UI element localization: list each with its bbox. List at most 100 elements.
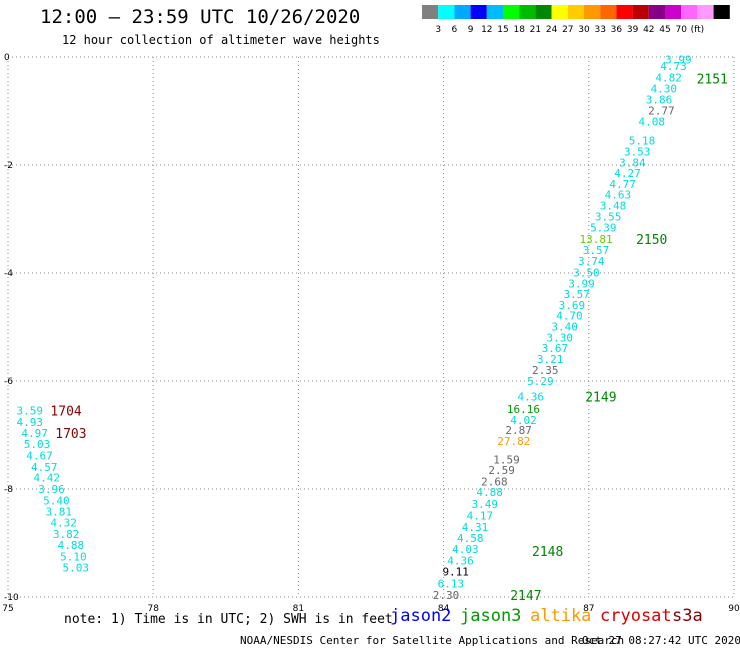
y-tick-label: -6: [4, 377, 13, 387]
y-tick-label: -10: [4, 593, 19, 603]
wave-height-label: 3.55: [595, 210, 622, 223]
wave-height-label: 2.77: [648, 104, 675, 117]
wave-height-label: 4.63: [605, 189, 632, 202]
mission-label-jason3: jason3: [460, 606, 522, 626]
x-tick-label: 78: [147, 604, 159, 614]
color-scale-swatch: [713, 5, 730, 19]
mission-label-jason2: jason2: [390, 606, 452, 626]
x-tick-label: 87: [583, 604, 594, 614]
color-scale-label: 24: [546, 25, 558, 35]
wave-height-label: 4.88: [476, 486, 503, 499]
color-scale-swatch: [665, 5, 682, 19]
color-scale-swatch: [454, 5, 471, 19]
wave-height-label: 5.10: [60, 551, 87, 564]
wave-height-label: 4.97: [21, 427, 48, 440]
color-scale-label: 30: [578, 25, 590, 35]
x-tick-label: 75: [2, 604, 13, 614]
wave-height-label: 5.29: [527, 375, 554, 388]
track-number-label: 2150: [636, 233, 667, 248]
color-scale-swatch: [470, 5, 487, 19]
color-scale-label: 45: [659, 25, 670, 35]
wave-height-label: 3.82: [53, 528, 80, 541]
wave-height-label: 4.08: [638, 115, 665, 128]
wave-height-label: 4.77: [609, 178, 636, 191]
wave-height-label: 4.32: [50, 516, 77, 529]
color-scale-label: (ft): [691, 25, 705, 35]
wave-height-label: 6.13: [438, 578, 465, 591]
color-scale-swatch: [681, 5, 698, 19]
wave-height-label: 4.36: [447, 554, 474, 567]
color-scale-swatch: [503, 5, 520, 19]
wave-height-label: 3.96: [38, 483, 65, 496]
wave-height-label: 5.39: [590, 222, 617, 235]
wave-height-label: 4.73: [660, 60, 687, 73]
wave-height-label: 3.99: [665, 54, 692, 67]
color-scale-label: 33: [594, 25, 605, 35]
track-number-label: 1703: [55, 427, 86, 442]
color-scale-swatch: [616, 5, 633, 19]
color-scale-label: 39: [627, 25, 639, 35]
wave-height-label: 2.59: [488, 464, 515, 477]
color-scale-swatch: [584, 5, 601, 19]
wave-height-label: 4.70: [556, 310, 583, 323]
wave-height-label: 3.49: [471, 498, 498, 511]
wave-height-label: 4.88: [58, 539, 85, 552]
color-scale-swatch: [519, 5, 536, 19]
track-number-label: 2147: [510, 589, 541, 604]
track-number-label: 2149: [585, 391, 616, 406]
wave-height-label: 2.35: [532, 364, 559, 377]
color-scale-label: 70: [675, 25, 687, 35]
x-tick-label: 81: [293, 604, 304, 614]
chart-subtitle: 12 hour collection of altimeter wave hei…: [62, 33, 380, 47]
wave-height-label: 4.30: [651, 82, 678, 95]
x-tick-label: 90: [728, 604, 740, 614]
wave-height-label: 4.67: [26, 450, 53, 463]
footer-note: note: 1) Time is in UTC; 2) SWH is in fe…: [64, 612, 393, 627]
color-scale-swatch: [600, 5, 617, 19]
wave-height-label: 3.99: [568, 277, 595, 290]
wave-height-label: 5.03: [24, 438, 51, 451]
wave-height-label: 4.82: [655, 72, 682, 85]
color-scale-label: 27: [562, 25, 573, 35]
timestamp-text: Oct 27 08:27:42 UTC 2020: [582, 634, 740, 647]
wave-height-label: 3.81: [46, 506, 73, 519]
track-number-label: 2148: [532, 545, 563, 560]
color-scale-label: 36: [611, 25, 623, 35]
chart-title: 12:00 – 23:59 UTC 10/26/2020: [40, 6, 361, 28]
wave-height-label: 3.59: [17, 405, 44, 418]
wave-height-label: 4.36: [517, 391, 544, 404]
axis-ticks: 75 78 81 84 87 90 0 -2 -4 -6 -8 -10: [2, 53, 740, 614]
wave-height-label: 27.82: [497, 435, 530, 448]
color-scale-swatch: [551, 5, 568, 19]
wave-height-label: 4.57: [31, 461, 58, 474]
wave-height-label: 3.69: [559, 299, 586, 312]
wave-height-label: 2.87: [505, 424, 532, 437]
chart-grid: [7, 56, 735, 598]
wave-height-label: 3.84: [619, 156, 646, 169]
mission-label-altika: altika: [530, 606, 592, 626]
wave-height-label: 4.17: [467, 509, 494, 522]
wave-height-label: 3.53: [624, 146, 651, 159]
track-number-label: 2151: [697, 73, 728, 88]
track-labels: 2151 2150 2149 2148 2147 1704 1703: [50, 73, 727, 604]
wave-height-points: 3.994.734.824.303.862.774.085.183.533.84…: [17, 54, 692, 602]
color-scale-legend: 3 6 9 12 15 18 21 24 27 30 33 36 39 42 45 70 (ft): [422, 5, 730, 35]
wave-height-label: 3.21: [537, 353, 564, 366]
y-tick-label: -8: [4, 485, 13, 495]
wave-height-label: 5.40: [43, 494, 70, 507]
color-scale-swatch: [567, 5, 584, 19]
wave-height-label: 5.18: [629, 135, 656, 148]
wave-height-label: 1.59: [493, 453, 520, 466]
color-scale-label: 12: [481, 25, 492, 35]
color-scale-label: 42: [643, 25, 654, 35]
color-scale-label: 21: [530, 25, 541, 35]
wave-height-label: 3.50: [573, 266, 600, 279]
wave-height-label: 3.48: [600, 200, 627, 213]
wave-height-label: 3.30: [547, 331, 574, 344]
color-scale-label: 15: [497, 25, 508, 35]
mission-label-s3a: s3a: [672, 606, 703, 626]
wave-height-label: 3.57: [583, 244, 610, 257]
y-tick-label: -2: [4, 161, 13, 171]
color-scale-label: 18: [513, 25, 525, 35]
